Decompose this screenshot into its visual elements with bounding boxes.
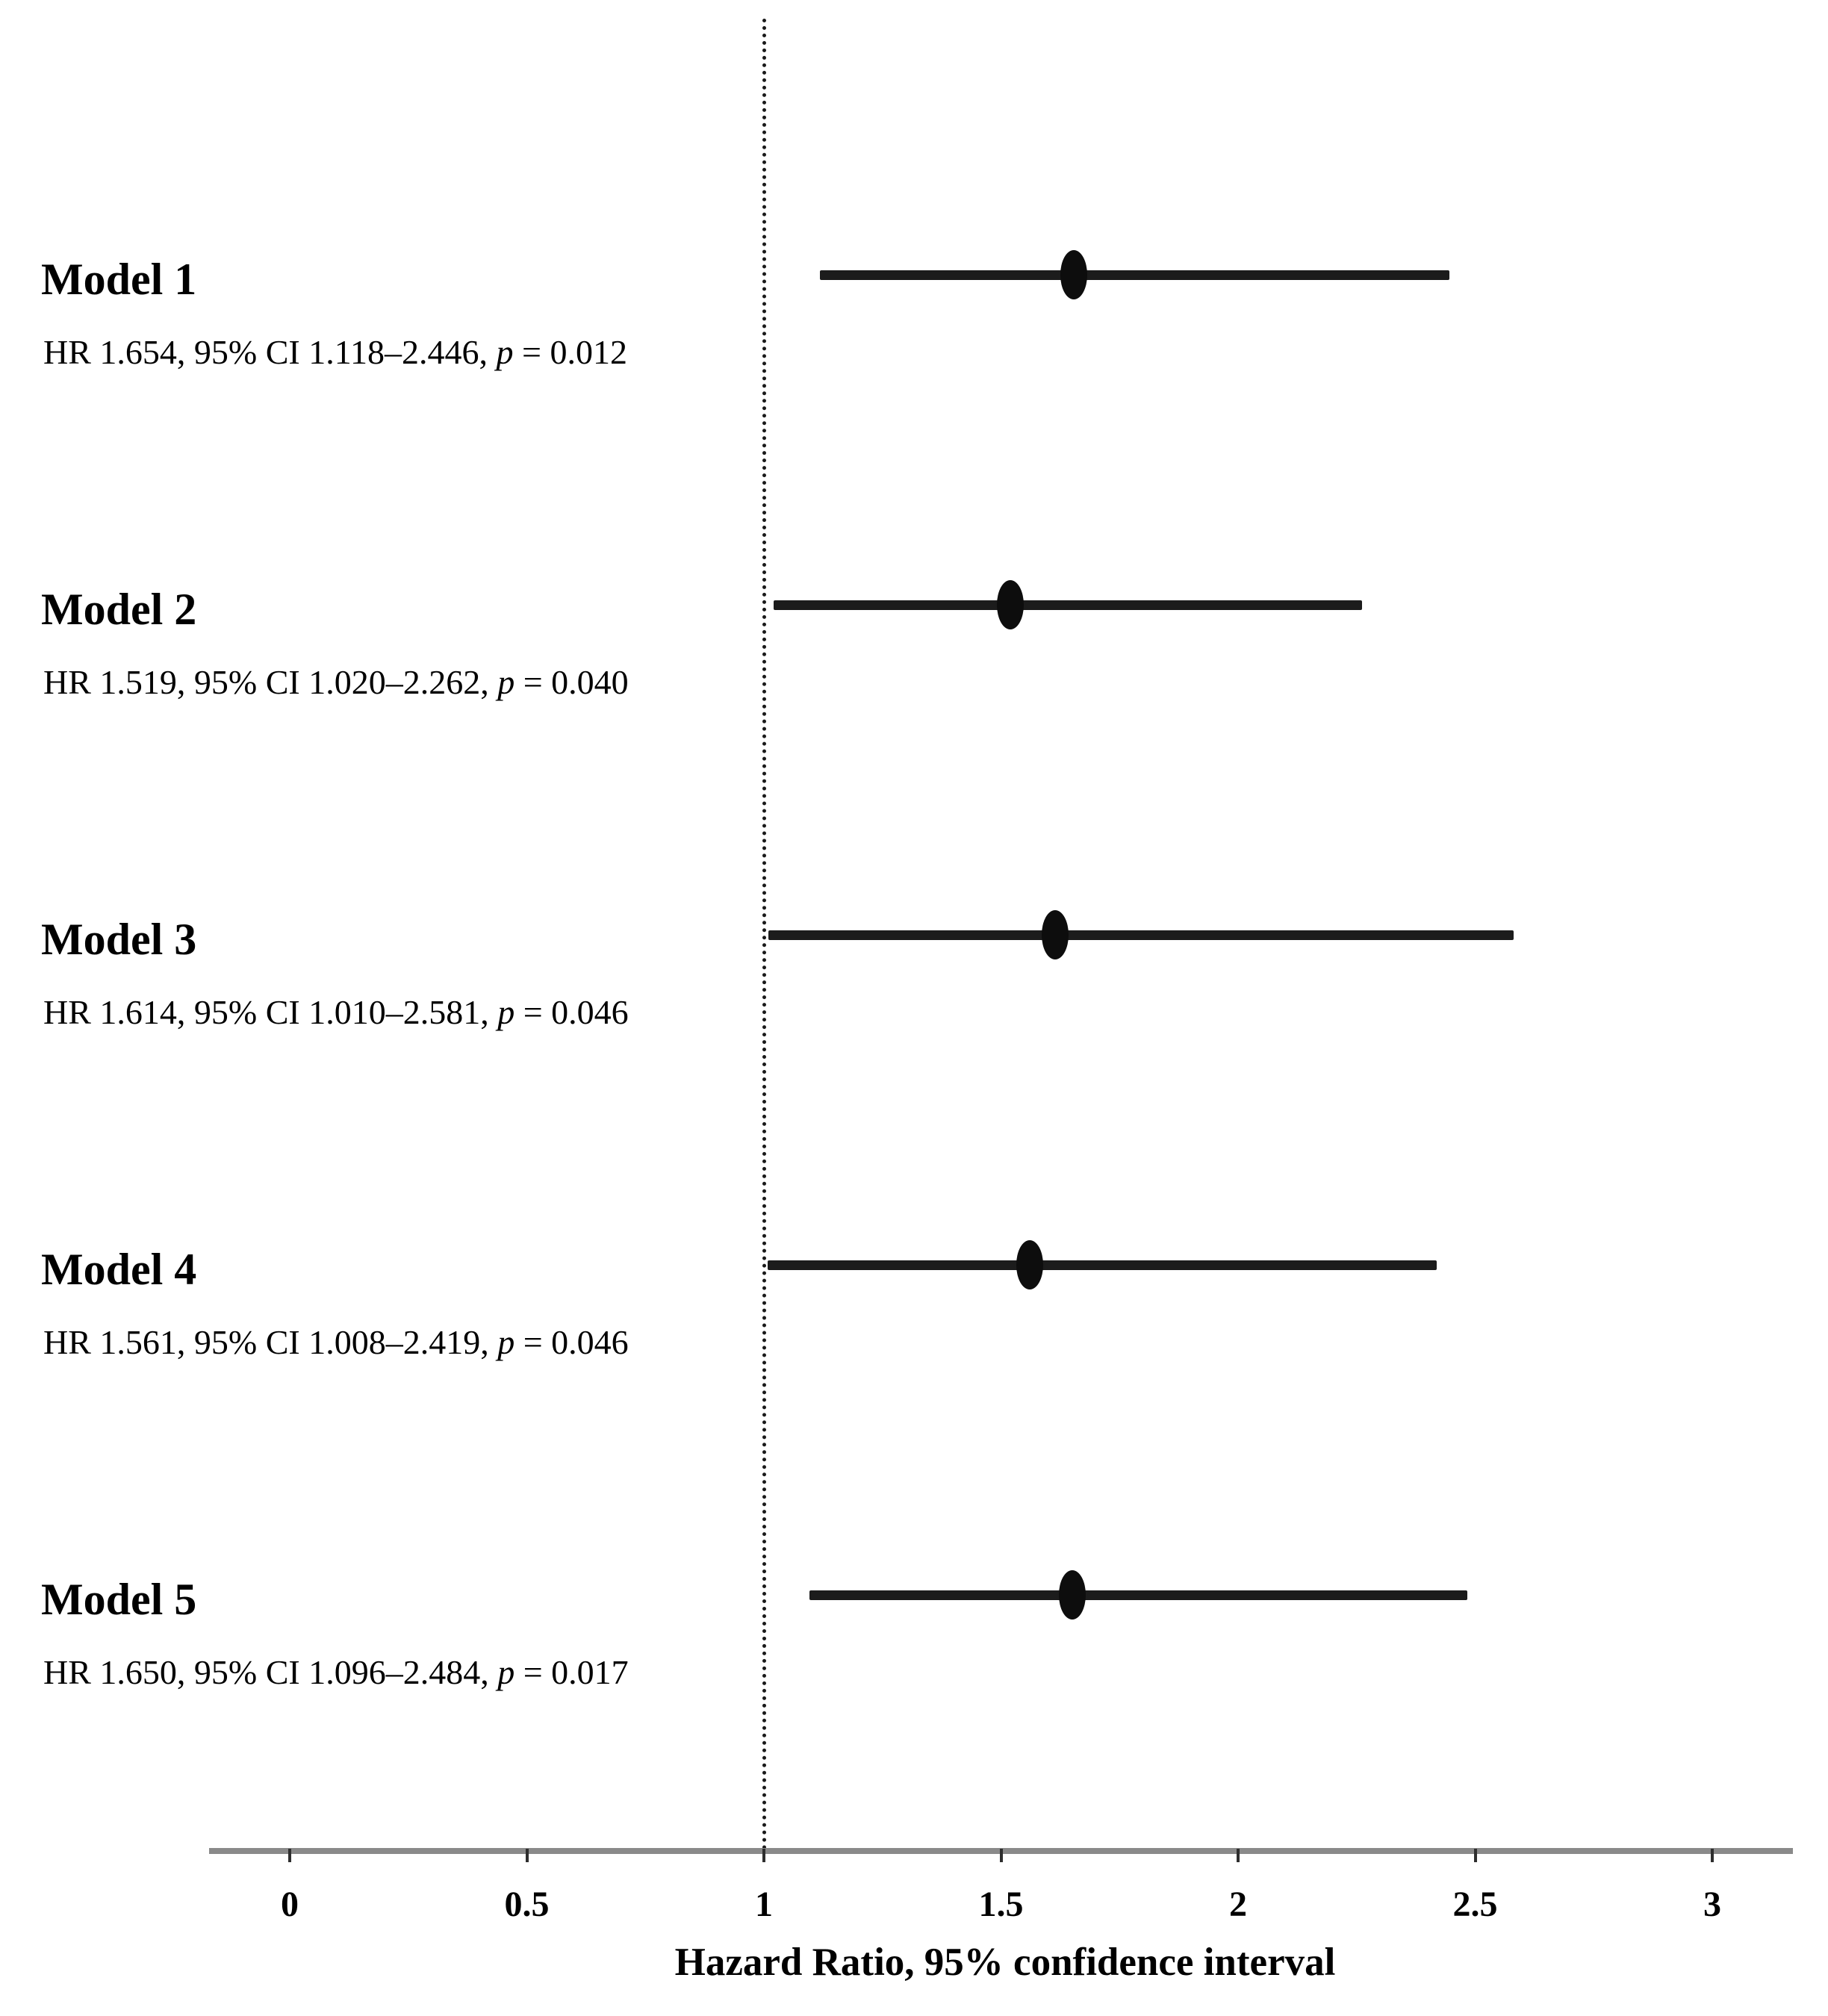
annotation-p-symbol: p (497, 663, 515, 701)
x-axis-tick-label: 3 (1703, 1885, 1721, 1924)
model-annotation: HR 1.654, 95% CI 1.118–2.446, p = 0.012 (43, 335, 627, 370)
model-label: Model 4 (41, 1245, 197, 1294)
x-axis-tick-label: 0.5 (504, 1885, 550, 1924)
model-annotation: HR 1.519, 95% CI 1.020–2.262, p = 0.040 (43, 665, 629, 700)
x-axis-tick-label: 2.5 (1452, 1885, 1498, 1924)
ci-interval-line (768, 930, 1514, 940)
ci-interval-line (773, 600, 1363, 610)
annotation-p-symbol: p (497, 1653, 515, 1691)
model-annotation: HR 1.561, 95% CI 1.008–2.419, p = 0.046 (43, 1325, 629, 1360)
annotation-p-value: = 0.046 (514, 993, 629, 1031)
annotation-hr-ci-text: HR 1.561, 95% CI 1.008–2.419, (43, 1323, 498, 1361)
x-axis-title: Hazard Ratio, 95% confidence interval (674, 1941, 1336, 1984)
annotation-p-symbol: p (496, 333, 514, 371)
x-axis-tick (999, 1849, 1003, 1862)
annotation-hr-ci-text: HR 1.614, 95% CI 1.010–2.581, (43, 993, 498, 1031)
point-estimate-marker (1041, 910, 1069, 959)
model-label: Model 2 (41, 585, 197, 634)
annotation-hr-ci-text: HR 1.650, 95% CI 1.096–2.484, (43, 1653, 498, 1691)
x-axis-tick-label: 1 (755, 1885, 773, 1924)
x-axis-tick-label: 0 (281, 1885, 299, 1924)
ci-interval-line (819, 270, 1450, 280)
model-label: Model 5 (41, 1575, 197, 1624)
point-estimate-marker (1016, 1240, 1044, 1289)
model-annotation: HR 1.650, 95% CI 1.096–2.484, p = 0.017 (43, 1655, 629, 1690)
x-axis-tick (288, 1849, 291, 1862)
point-estimate-marker (1058, 1570, 1086, 1620)
annotation-p-value: = 0.046 (514, 1323, 629, 1361)
point-estimate-marker (996, 580, 1024, 629)
annotation-p-symbol: p (497, 1323, 515, 1361)
annotation-hr-ci-text: HR 1.654, 95% CI 1.118–2.446, (43, 333, 497, 371)
x-axis-tick (1237, 1849, 1240, 1862)
model-annotation: HR 1.614, 95% CI 1.010–2.581, p = 0.046 (43, 995, 629, 1030)
model-label: Model 1 (41, 255, 197, 304)
x-axis-tick-label: 1.5 (978, 1885, 1024, 1924)
x-axis-tick (1473, 1849, 1477, 1862)
annotation-hr-ci-text: HR 1.519, 95% CI 1.020–2.262, (43, 663, 498, 701)
ci-interval-line (809, 1590, 1468, 1600)
x-axis-tick (1711, 1849, 1714, 1862)
ci-interval-line (768, 1260, 1437, 1270)
x-axis-tick-label: 2 (1229, 1885, 1247, 1924)
reference-line (762, 19, 766, 1851)
model-label: Model 3 (41, 915, 197, 964)
annotation-p-value: = 0.017 (514, 1653, 629, 1691)
x-axis-tick (762, 1849, 765, 1862)
annotation-p-value: = 0.040 (514, 663, 629, 701)
x-axis-tick (525, 1849, 529, 1862)
annotation-p-value: = 0.012 (513, 333, 627, 371)
annotation-p-symbol: p (497, 993, 515, 1031)
point-estimate-marker (1060, 250, 1088, 299)
